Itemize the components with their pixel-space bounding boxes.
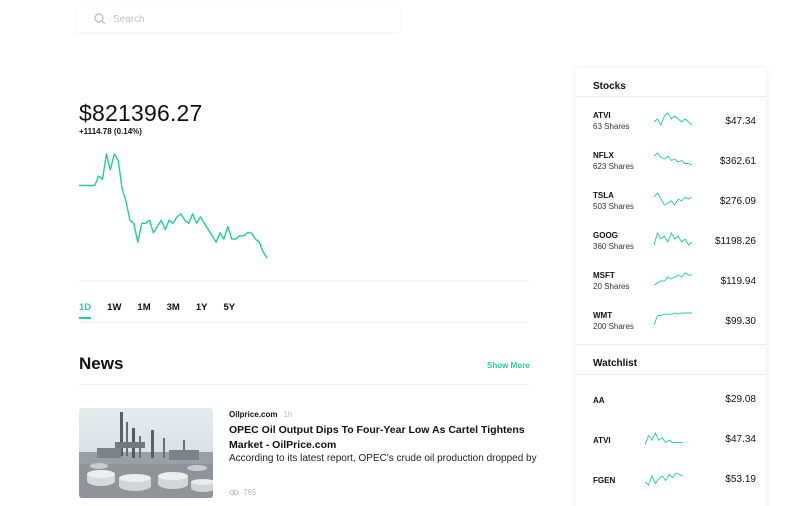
sparkline-path — [654, 312, 692, 326]
stock-symbol: WMT — [593, 311, 613, 320]
stock-price: $99.30 — [725, 316, 756, 327]
sparkline-path — [654, 232, 692, 246]
news-time: 1h — [283, 410, 293, 419]
news-source: Oilprice.com 1h — [229, 410, 292, 419]
stock-row-goog[interactable]: GOOG 360 Shares $1198.26 — [593, 230, 756, 260]
watchlist-symbol: ATVI — [593, 436, 611, 445]
stocks-sidebar: Stocks Watchlist ATVI 63 Shares $47.34 NFLX… — [576, 68, 766, 506]
sparkline-path — [645, 472, 683, 486]
watchlist-row-atvi[interactable]: ATVI $47.34 — [593, 432, 756, 464]
news-thumbnail[interactable] — [79, 408, 213, 498]
news-view-count: 765 — [243, 488, 257, 497]
stock-shares: 623 Shares — [593, 162, 634, 171]
watchlist-price: $47.34 — [725, 434, 756, 445]
stock-symbol: ATVI — [593, 111, 611, 120]
search-input[interactable] — [113, 13, 363, 25]
stock-sparkline — [654, 272, 692, 286]
portfolio-line — [79, 153, 268, 259]
stock-shares: 200 Shares — [593, 322, 634, 331]
range-3m-button[interactable]: 3M — [166, 302, 180, 313]
watchlist-heading: Watchlist — [593, 358, 638, 369]
search-bar[interactable] — [76, 6, 400, 32]
stock-row-nflx[interactable]: NFLX 623 Shares $362.61 — [593, 150, 756, 180]
range-1d-button[interactable]: 1D — [79, 302, 92, 319]
stock-sparkline — [654, 192, 692, 206]
stock-symbol: GOOG — [593, 231, 618, 240]
portfolio-value: $821396.27 — [79, 100, 203, 126]
watchlist-price: $53.19 — [725, 474, 756, 485]
stock-shares: 503 Shares — [593, 202, 634, 211]
news-source-name: Oilprice.com — [229, 410, 278, 419]
range-1w-button[interactable]: 1W — [107, 302, 122, 313]
sparkline-path — [645, 432, 683, 446]
watchlist-symbol: AA — [593, 396, 605, 405]
eye-icon — [229, 489, 239, 496]
divider — [576, 344, 766, 345]
stock-sparkline — [654, 152, 692, 166]
stock-price: $47.34 — [725, 116, 756, 127]
stock-symbol: MSFT — [593, 271, 615, 280]
range-5y-button[interactable]: 5Y — [223, 302, 236, 313]
portfolio-change: +1114.78 (0.14%) — [79, 127, 142, 136]
search-icon — [94, 13, 106, 25]
stock-price: $1198.26 — [715, 236, 756, 247]
stock-row-atvi[interactable]: ATVI 63 Shares $47.34 — [593, 110, 756, 140]
watchlist-row-aa[interactable]: AA $29.08 — [593, 392, 756, 424]
stock-sparkline — [654, 312, 692, 326]
stock-price: $276.09 — [719, 196, 756, 207]
show-more-link[interactable]: Show More — [487, 361, 530, 370]
stock-row-wmt[interactable]: WMT 200 Shares $99.30 — [593, 310, 756, 340]
news-views: 765 — [229, 488, 256, 497]
stock-shares: 360 Shares — [593, 242, 634, 251]
sparkline-path — [654, 112, 692, 126]
divider — [576, 374, 766, 375]
news-headline[interactable]: OPEC Oil Output Dips To Four-Year Low As… — [229, 424, 525, 451]
range-1m-button[interactable]: 1M — [137, 302, 151, 313]
stock-sparkline — [654, 232, 692, 246]
news-item[interactable]: Oilprice.com 1h OPEC Oil Output Dips To F… — [79, 408, 539, 500]
news-heading: News — [79, 354, 124, 373]
watchlist-symbol: FGEN — [593, 476, 616, 485]
stock-shares: 63 Shares — [593, 122, 630, 131]
stock-row-msft[interactable]: MSFT 20 Shares $119.94 — [593, 270, 756, 300]
portfolio-chart[interactable] — [79, 148, 531, 284]
stock-price: $362.61 — [719, 156, 756, 167]
sparkline-path — [654, 152, 692, 166]
watchlist-sparkline — [645, 432, 683, 446]
stock-shares: 20 Shares — [593, 282, 630, 291]
sparkline-path — [654, 272, 692, 286]
refinery-image — [79, 408, 213, 498]
news-summary: According to its latest report, OPEC's c… — [229, 453, 537, 464]
stock-symbol: NFLX — [593, 151, 614, 160]
watchlist-price: $29.08 — [725, 394, 756, 405]
range-1y-button[interactable]: 1Y — [195, 302, 208, 313]
stock-symbol: TSLA — [593, 191, 614, 200]
divider — [79, 384, 529, 385]
watchlist-row-fgen[interactable]: FGEN $53.19 — [593, 472, 756, 504]
watchlist-sparkline — [645, 392, 683, 406]
sparkline-path — [654, 192, 692, 206]
stock-sparkline — [654, 112, 692, 126]
watchlist-sparkline — [645, 472, 683, 486]
divider — [576, 96, 766, 97]
stocks-heading: Stocks — [593, 81, 626, 92]
divider — [79, 322, 529, 323]
stock-row-tsla[interactable]: TSLA 503 Shares $276.09 — [593, 190, 756, 220]
time-range-selector: 1D 1W 1M 3M 1Y 5Y — [79, 302, 251, 319]
stock-price: $119.94 — [720, 276, 756, 287]
